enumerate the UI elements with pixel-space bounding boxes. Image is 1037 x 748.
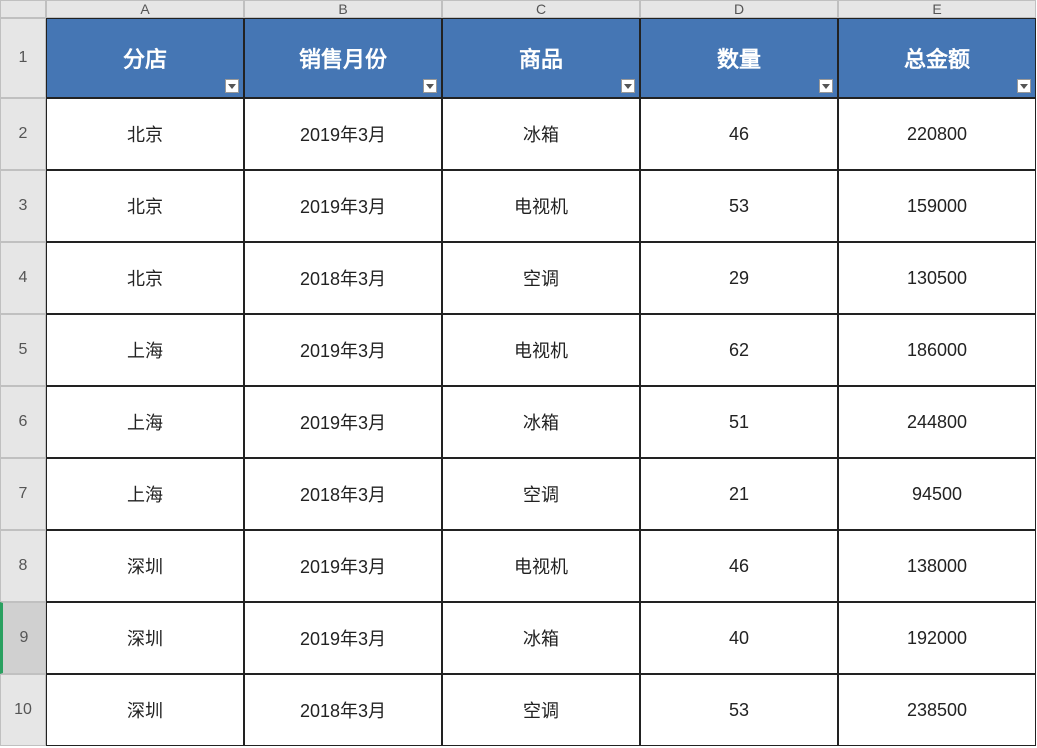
cell[interactable]: 238500 [838,674,1036,746]
th-label: 商品 [519,42,563,74]
col-header-B[interactable]: B [244,0,442,18]
cell[interactable]: 46 [640,98,838,170]
cell[interactable]: 130500 [838,242,1036,314]
row-header-7[interactable]: 7 [0,458,46,530]
filter-dropdown-icon[interactable] [819,79,833,93]
th-branch[interactable]: 分店 [46,18,244,98]
th-label: 销售月份 [299,42,387,74]
cell[interactable]: 40 [640,602,838,674]
cell[interactable]: 138000 [838,530,1036,602]
cell[interactable]: 186000 [838,314,1036,386]
row-header-2[interactable]: 2 [0,98,46,170]
cell[interactable]: 电视机 [442,530,640,602]
cell[interactable]: 2018年3月 [244,242,442,314]
th-month[interactable]: 销售月份 [244,18,442,98]
cell[interactable]: 53 [640,170,838,242]
cell[interactable]: 192000 [838,602,1036,674]
row-header-4[interactable]: 4 [0,242,46,314]
th-product[interactable]: 商品 [442,18,640,98]
th-qty[interactable]: 数量 [640,18,838,98]
row-header-9[interactable]: 9 [0,602,46,674]
cell[interactable]: 94500 [838,458,1036,530]
cell[interactable]: 220800 [838,98,1036,170]
row-header-3[interactable]: 3 [0,170,46,242]
cell[interactable]: 62 [640,314,838,386]
select-all-corner[interactable] [0,0,46,18]
cell[interactable]: 2019年3月 [244,386,442,458]
cell[interactable]: 北京 [46,98,244,170]
cell[interactable]: 冰箱 [442,386,640,458]
filter-dropdown-icon[interactable] [1017,79,1031,93]
cell[interactable]: 2018年3月 [244,674,442,746]
cell[interactable]: 244800 [838,386,1036,458]
cell[interactable]: 空调 [442,242,640,314]
th-total[interactable]: 总金额 [838,18,1036,98]
row-header-6[interactable]: 6 [0,386,46,458]
cell[interactable]: 2019年3月 [244,170,442,242]
row-header-8[interactable]: 8 [0,530,46,602]
cell[interactable]: 2019年3月 [244,98,442,170]
cell[interactable]: 深圳 [46,674,244,746]
cell[interactable]: 空调 [442,458,640,530]
cell[interactable]: 冰箱 [442,602,640,674]
filter-dropdown-icon[interactable] [423,79,437,93]
cell[interactable]: 2019年3月 [244,530,442,602]
row-header-5[interactable]: 5 [0,314,46,386]
cell[interactable]: 53 [640,674,838,746]
cell[interactable]: 21 [640,458,838,530]
cell[interactable]: 159000 [838,170,1036,242]
cell[interactable]: 51 [640,386,838,458]
cell[interactable]: 冰箱 [442,98,640,170]
cell[interactable]: 上海 [46,314,244,386]
spreadsheet: A B C D E 1 分店 销售月份 商品 数量 总金额 2 北京 2019年… [0,0,1037,746]
cell[interactable]: 2018年3月 [244,458,442,530]
cell[interactable]: 电视机 [442,314,640,386]
cell[interactable]: 上海 [46,458,244,530]
th-label: 分店 [123,42,167,74]
th-label: 总金额 [904,42,970,74]
cell[interactable]: 46 [640,530,838,602]
col-header-D[interactable]: D [640,0,838,18]
cell[interactable]: 北京 [46,170,244,242]
filter-dropdown-icon[interactable] [225,79,239,93]
cell[interactable]: 电视机 [442,170,640,242]
col-header-A[interactable]: A [46,0,244,18]
cell[interactable]: 2019年3月 [244,602,442,674]
row-header-1[interactable]: 1 [0,18,46,98]
cell[interactable]: 北京 [46,242,244,314]
row-header-10[interactable]: 10 [0,674,46,746]
cell[interactable]: 深圳 [46,602,244,674]
filter-dropdown-icon[interactable] [621,79,635,93]
col-header-E[interactable]: E [838,0,1036,18]
th-label: 数量 [717,42,761,74]
cell[interactable]: 上海 [46,386,244,458]
cell[interactable]: 深圳 [46,530,244,602]
col-header-C[interactable]: C [442,0,640,18]
cell[interactable]: 空调 [442,674,640,746]
cell[interactable]: 29 [640,242,838,314]
cell[interactable]: 2019年3月 [244,314,442,386]
